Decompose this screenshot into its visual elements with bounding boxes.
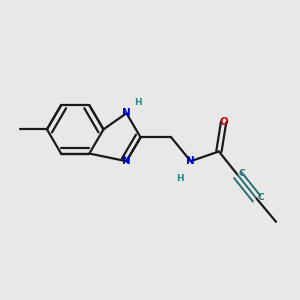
Text: H: H [134, 98, 141, 106]
Text: O: O [219, 117, 228, 127]
Text: C: C [238, 169, 245, 178]
Text: H: H [176, 174, 183, 183]
Text: N: N [122, 156, 131, 166]
Text: N: N [122, 108, 131, 118]
Text: C: C [257, 193, 264, 202]
Text: N: N [186, 156, 195, 166]
